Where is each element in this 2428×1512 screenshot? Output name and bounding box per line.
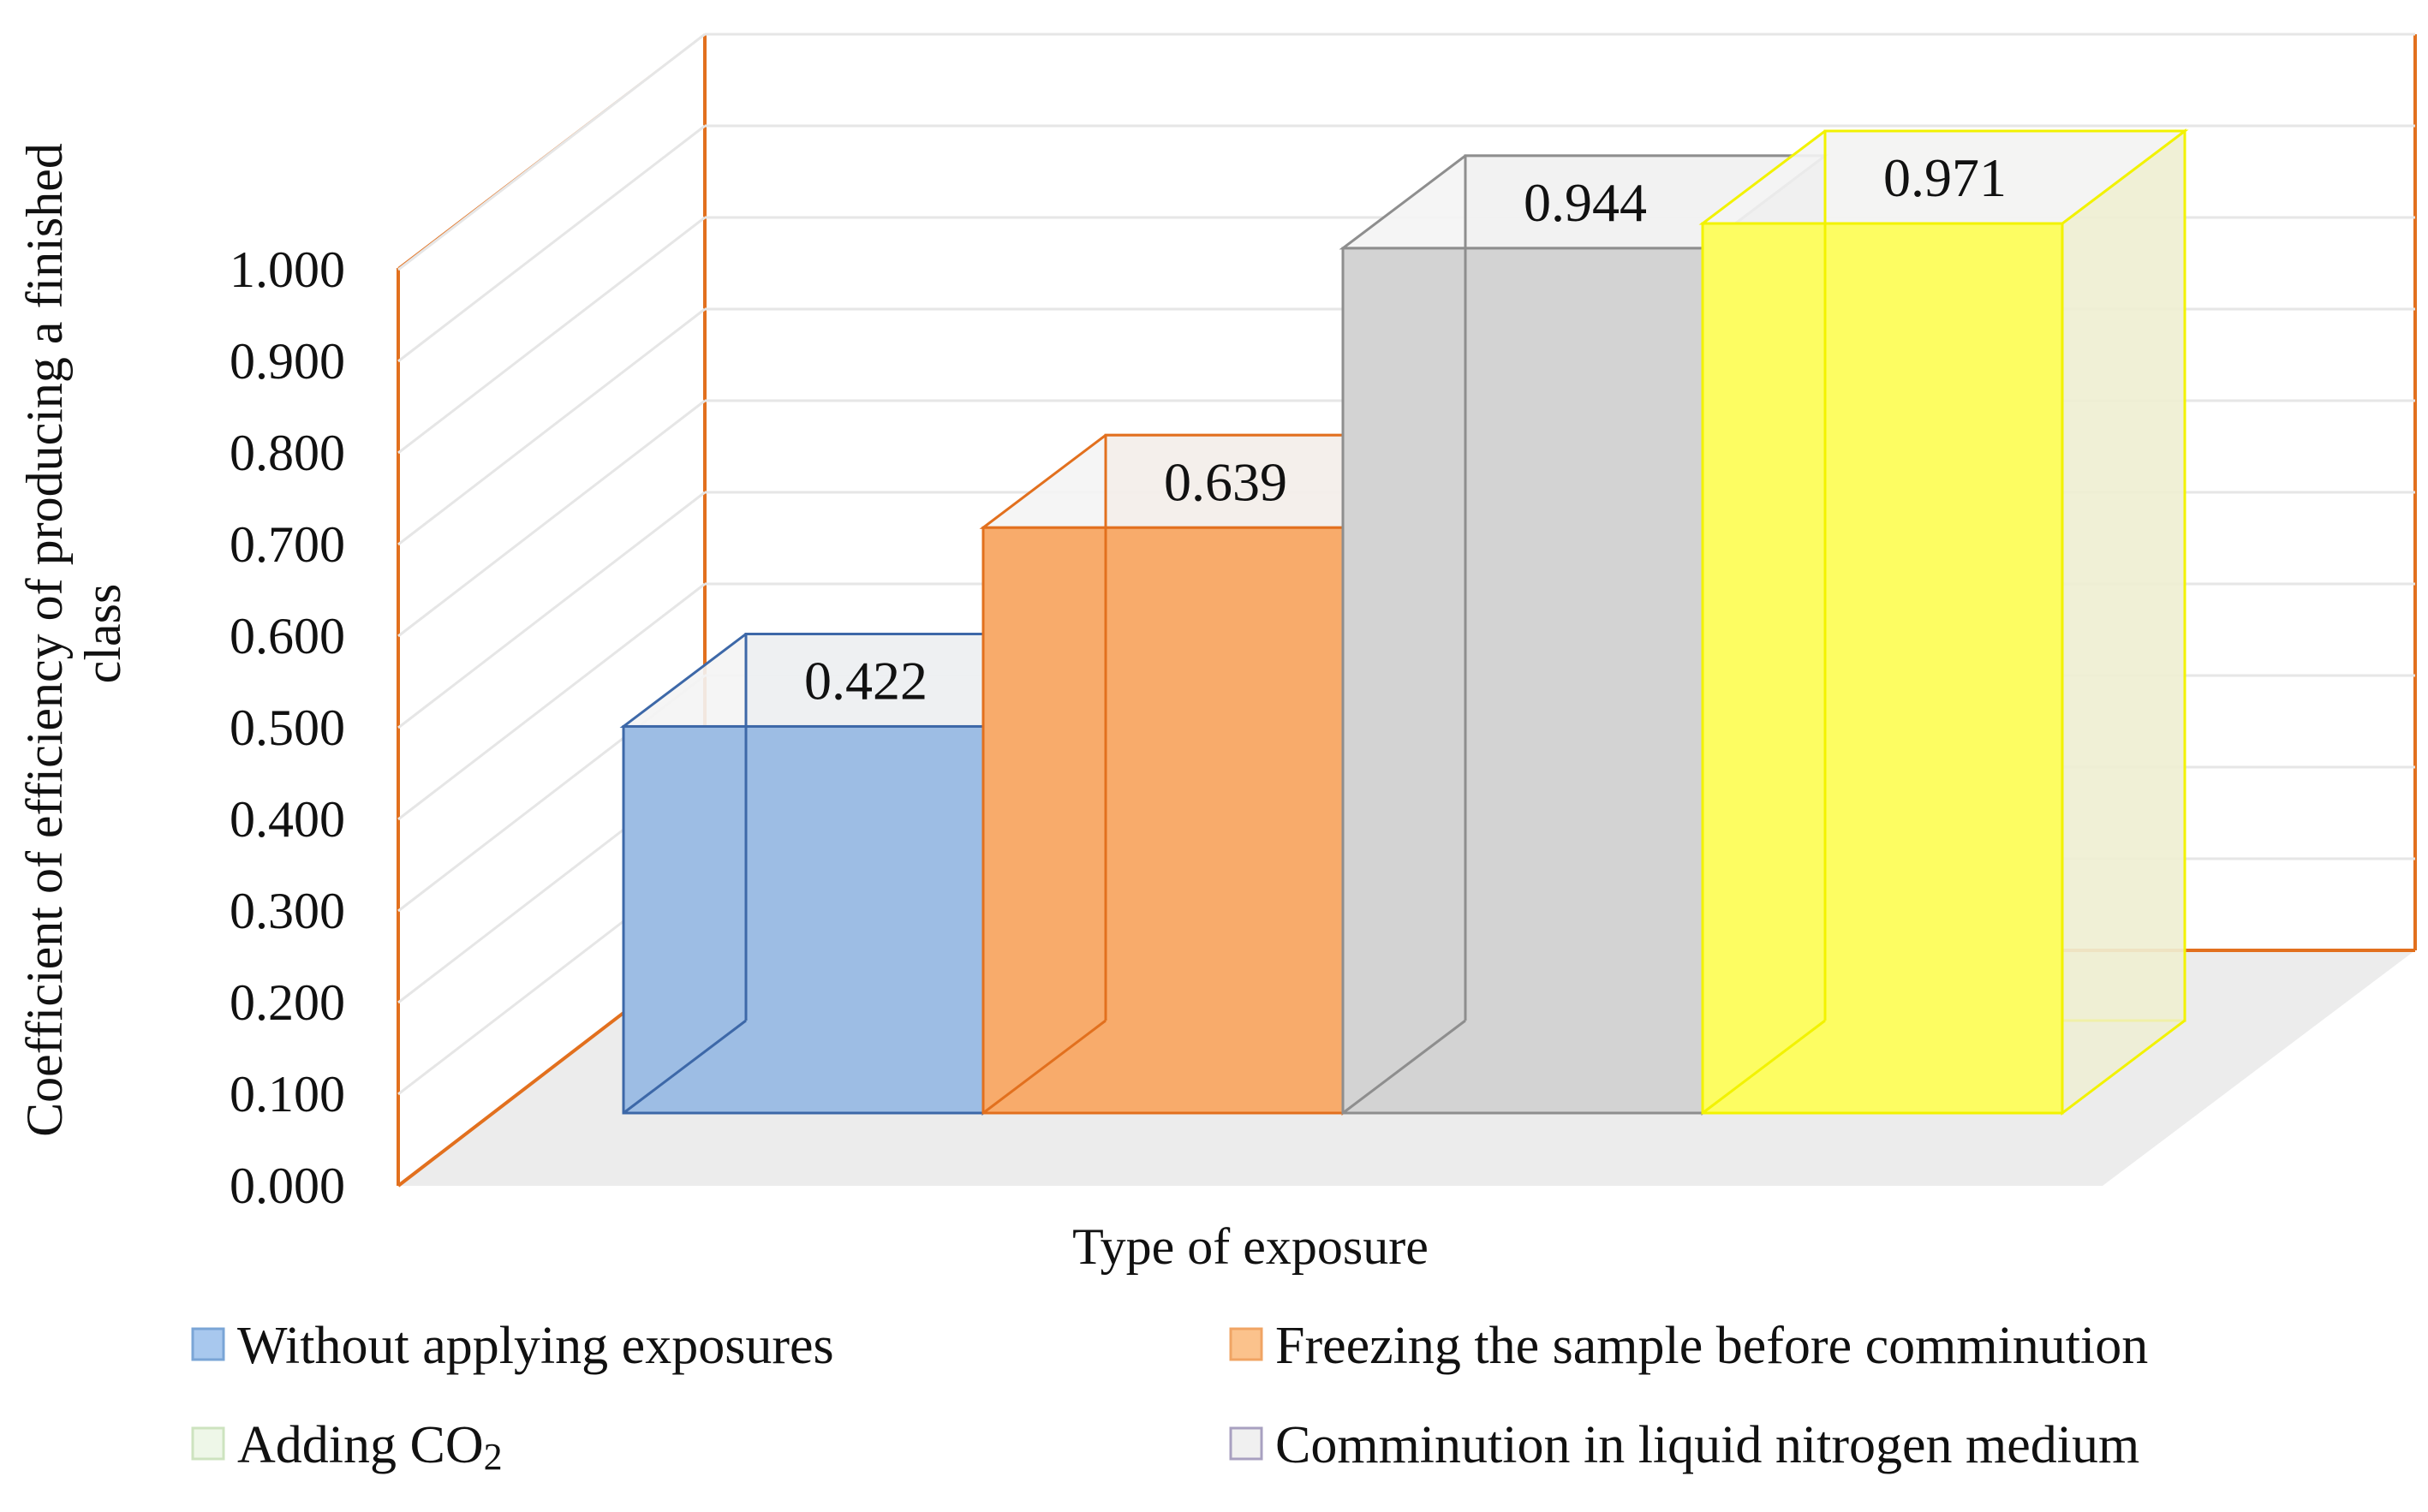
legend-item: Without applying exposures <box>191 1317 834 1375</box>
y-tick-label: 0.500 <box>230 699 345 756</box>
data-labels: 0.422 0.639 0.944 0.971 <box>804 147 2007 711</box>
bar-front-face <box>981 526 1345 1115</box>
y-tick-label: 0.800 <box>230 425 345 481</box>
bar-edge <box>623 1019 747 1115</box>
data-label: 0.422 <box>804 650 928 711</box>
legend-label: Adding CO2 <box>237 1416 503 1478</box>
legend-swatch <box>191 1327 225 1361</box>
y-axis-title-line-2: class <box>75 584 131 684</box>
gridline-left <box>397 399 706 638</box>
legend-label: Comminution in liquid nitrogen medium <box>1275 1416 2139 1474</box>
y-axis-ticks: 0.000 0.100 0.200 0.300 0.400 0.500 0.600 0.700… <box>230 241 345 1214</box>
gridline-left <box>397 582 706 821</box>
bar <box>1698 128 2189 1116</box>
bar-edge <box>1702 1019 1826 1115</box>
bar-front-face <box>622 724 985 1115</box>
y-tick-label: 0.100 <box>230 1066 345 1122</box>
y-tick-label: 0.400 <box>230 791 345 848</box>
legend-label: Freezing the sample before comminution <box>1275 1317 2148 1375</box>
data-label: 0.971 <box>1883 147 2007 208</box>
bar-side-face <box>2061 128 2186 1116</box>
data-label: 0.944 <box>1524 172 1647 233</box>
y-tick-label: 0.300 <box>230 883 345 939</box>
y-axis-title: Coefficient of efficiency of producing a… <box>16 130 131 1137</box>
data-label: 0.639 <box>1164 451 1287 512</box>
legend: Without applying exposures Freezing the s… <box>191 1317 2148 1478</box>
bars <box>619 128 2189 1116</box>
legend-swatch <box>1229 1327 1263 1361</box>
legend-swatch <box>191 1426 225 1461</box>
y-tick-label: 1.000 <box>230 241 345 298</box>
bar-edge <box>982 1019 1107 1115</box>
gridline-left <box>397 33 706 271</box>
legend-label-subscript: 2 <box>484 1436 503 1478</box>
legend-swatch <box>1229 1426 1263 1461</box>
bar-front-face <box>1341 247 1704 1115</box>
gridline-left <box>397 124 706 363</box>
y-axis-title-line-1: Coefficient of efficiency of producing a… <box>16 143 73 1137</box>
legend-item: Adding CO2 <box>191 1416 503 1478</box>
legend-item: Freezing the sample before comminution <box>1229 1317 2148 1375</box>
y-tick-label: 0.200 <box>230 974 345 1031</box>
y-tick-label: 0.600 <box>230 608 345 664</box>
y-tick-label: 0.700 <box>230 516 345 573</box>
legend-label: Without applying exposures <box>237 1317 834 1375</box>
bar-front-face <box>1701 222 2064 1115</box>
gridline-left <box>397 216 706 455</box>
y-tick-label: 0.900 <box>230 333 345 390</box>
bar-edge <box>1342 1019 1466 1115</box>
y-tick-label: 0.000 <box>230 1158 345 1214</box>
legend-item: Comminution in liquid nitrogen medium <box>1229 1416 2139 1474</box>
gridline-left <box>397 491 706 729</box>
x-axis-title: Type of exposure <box>1072 1218 1429 1275</box>
gridline-left <box>397 307 706 546</box>
